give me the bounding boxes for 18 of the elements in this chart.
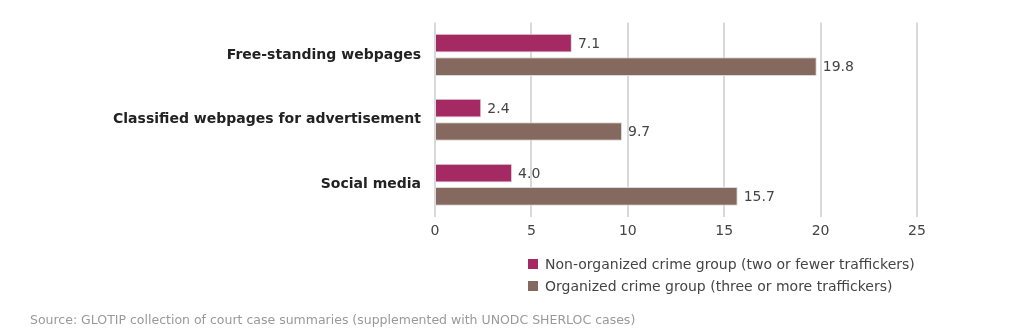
source-note: Source: GLOTIP collection of court case summaries (supplemented with UNODC SHERLOC cases) [30,312,636,327]
data-label: 9.7 [628,123,651,140]
x-tick-label: 25 [908,222,926,239]
data-label: 4.0 [518,164,541,181]
y-tick-label: Classified webpages for advertisement [113,110,422,127]
x-tick-label: 5 [526,222,536,239]
x-tick-label: 20 [811,222,830,239]
y-tick-label: Free-standing webpages [226,45,421,62]
data-label: 15.7 [743,188,775,205]
x-tick-label: 10 [618,222,637,239]
x-tick-label: 15 [715,222,734,239]
data-label: 7.1 [577,34,601,51]
y-tick-label: Social media [320,175,421,192]
data-label: 2.4 [487,99,510,116]
legend-label: Organized crime group (three or more traffickers) [545,278,893,294]
data-label: 19.8 [822,58,854,75]
legend-label: Non-organized crime group (two or fewer traffickers) [545,256,915,272]
x-tick-label: 0 [430,222,440,239]
